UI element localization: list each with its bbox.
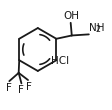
Text: NH: NH xyxy=(89,23,104,33)
Text: F: F xyxy=(6,83,12,93)
Text: F: F xyxy=(18,85,24,95)
Text: F: F xyxy=(25,82,31,92)
Text: OH: OH xyxy=(63,11,79,21)
Text: 2: 2 xyxy=(95,25,100,34)
Text: HCl: HCl xyxy=(51,56,69,65)
